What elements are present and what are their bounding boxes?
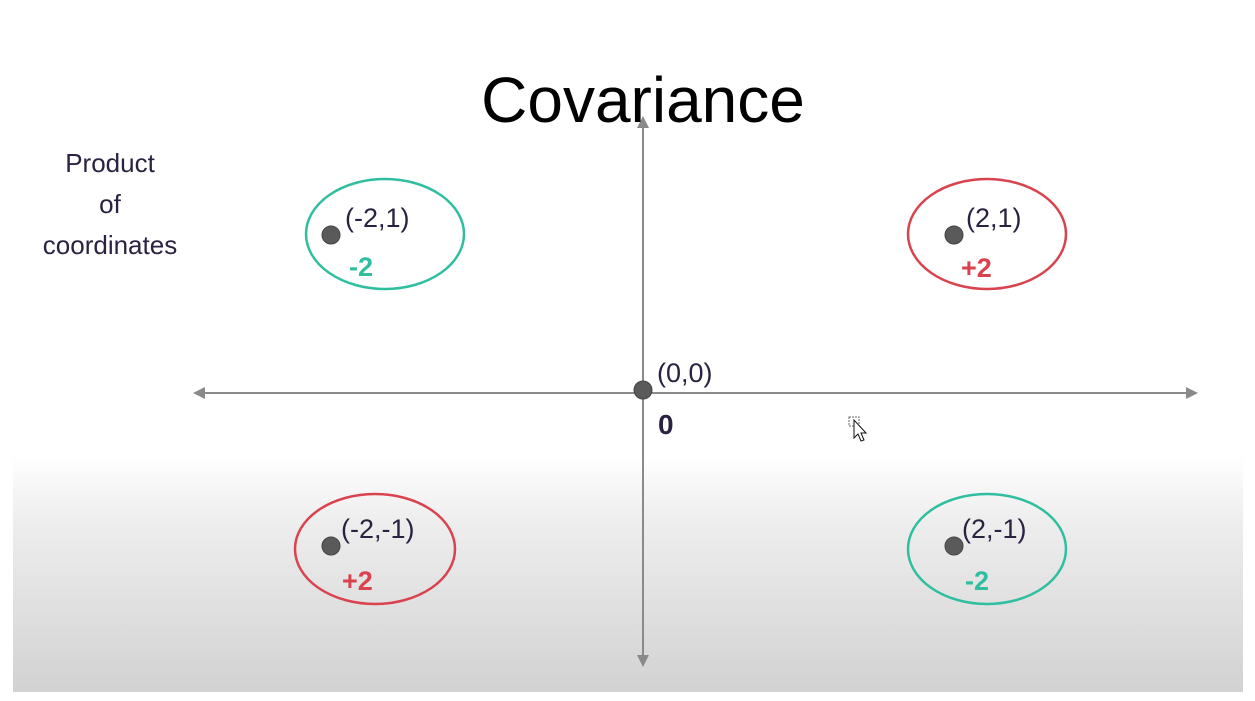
bottom-strip bbox=[0, 692, 1255, 701]
product-label: -2 bbox=[965, 566, 989, 596]
product-label: -2 bbox=[349, 252, 373, 282]
highlight-ellipse bbox=[293, 492, 457, 606]
point-coord-label: (2,-1) bbox=[962, 514, 1027, 544]
highlight-ellipse bbox=[906, 177, 1068, 291]
mouse-cursor-icon bbox=[848, 416, 868, 442]
data-point bbox=[321, 225, 341, 245]
origin-point bbox=[633, 380, 653, 400]
side-label-line-2: of bbox=[99, 189, 121, 219]
origin-product-label: 0 bbox=[658, 409, 674, 440]
right-edge bbox=[1243, 0, 1255, 701]
data-point bbox=[944, 225, 964, 245]
point-group-lower-left: (-2,-1) +2 bbox=[293, 492, 457, 606]
origin-coord-label: (0,0) bbox=[657, 358, 713, 388]
product-label: +2 bbox=[961, 253, 992, 283]
point-coord-label: (-2,-1) bbox=[341, 514, 415, 544]
product-label: +2 bbox=[342, 566, 373, 596]
highlight-ellipse bbox=[304, 177, 466, 291]
data-point bbox=[321, 536, 341, 556]
data-point bbox=[944, 536, 964, 556]
point-coord-label: (-2,1) bbox=[345, 203, 410, 233]
point-group-upper-left: (-2,1) -2 bbox=[304, 177, 466, 291]
point-group-lower-right: (2,-1) -2 bbox=[906, 492, 1068, 606]
side-label-line-1: Product bbox=[65, 148, 155, 178]
slide-title: Covariance bbox=[481, 64, 805, 136]
point-group-upper-right: (2,1) +2 bbox=[906, 177, 1068, 291]
side-label-line-3: coordinates bbox=[42, 230, 178, 260]
slide-background bbox=[13, 0, 1243, 692]
highlight-ellipse bbox=[906, 492, 1068, 606]
product-of-coordinates-label: Product of coordinates bbox=[10, 143, 210, 266]
point-coord-label: (2,1) bbox=[966, 203, 1022, 233]
